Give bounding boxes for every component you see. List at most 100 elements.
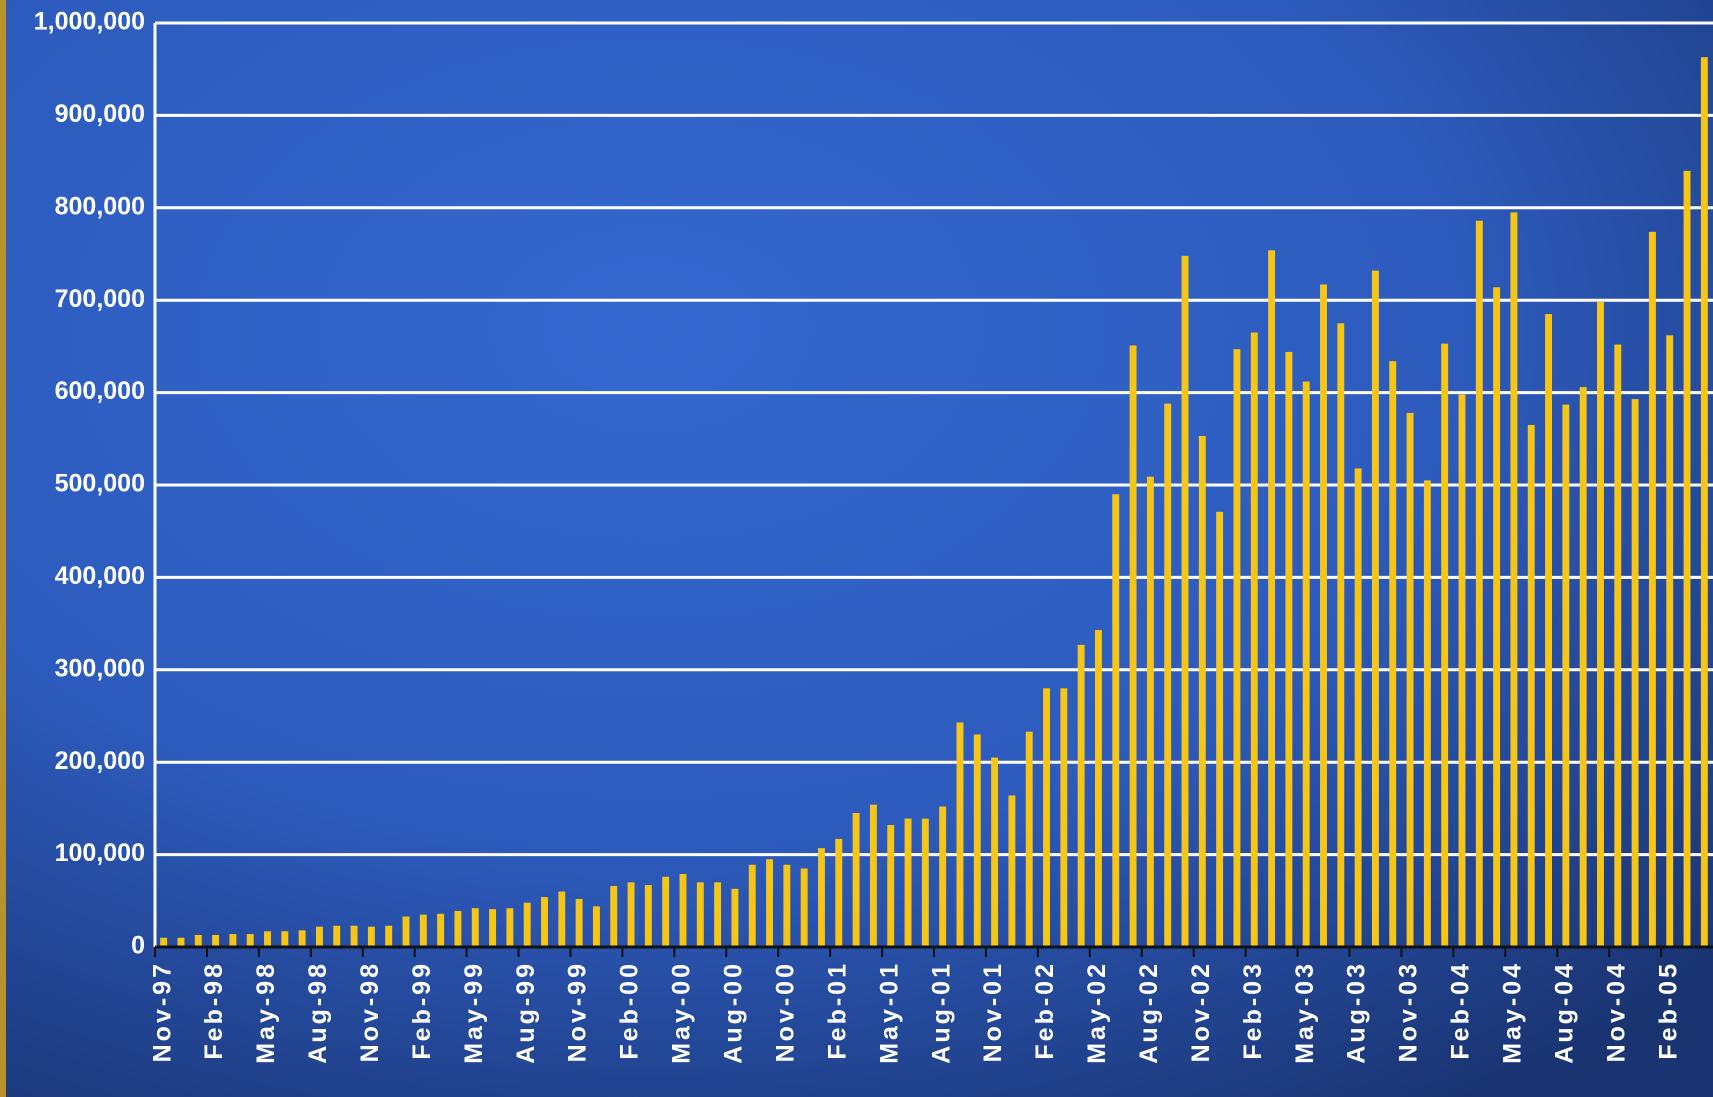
y-tick-label: 600,000 <box>55 377 145 405</box>
bar <box>298 930 306 947</box>
x-tick-label: May-04 <box>1499 961 1527 1064</box>
bar <box>783 864 791 947</box>
bar <box>627 882 635 947</box>
bar <box>662 876 670 947</box>
bar <box>1441 343 1449 947</box>
x-tick-label: May-00 <box>668 961 696 1064</box>
bar <box>1077 644 1085 947</box>
bar <box>921 818 929 947</box>
x-tick-label: Aug-98 <box>304 961 332 1064</box>
bar <box>714 882 722 947</box>
bar <box>177 937 185 947</box>
bar <box>1146 476 1154 947</box>
bar <box>852 813 860 947</box>
bar <box>956 722 964 947</box>
bar <box>523 902 531 947</box>
bar <box>800 868 808 947</box>
bar <box>1268 250 1276 947</box>
bar <box>766 859 774 947</box>
left-border <box>0 0 6 1097</box>
bar <box>1510 212 1518 948</box>
y-tick-label: 300,000 <box>55 654 145 682</box>
bar <box>1043 688 1050 947</box>
y-tick-label: 700,000 <box>55 285 145 313</box>
bar <box>160 937 168 947</box>
bar <box>731 888 739 947</box>
bar <box>541 897 548 947</box>
y-tick-label: 100,000 <box>55 839 145 867</box>
bar <box>679 874 687 947</box>
x-tick-label: Nov-99 <box>564 961 592 1062</box>
x-tick-label: Feb-98 <box>200 961 228 1060</box>
x-tick-label: Aug-99 <box>512 961 540 1064</box>
y-tick-label: 500,000 <box>55 470 145 498</box>
x-tick-label: May-03 <box>1291 961 1319 1064</box>
bar <box>1371 270 1379 948</box>
bar <box>818 848 825 947</box>
bar <box>281 931 289 947</box>
bar <box>696 882 704 947</box>
bar <box>1545 314 1553 947</box>
bar <box>835 838 843 947</box>
bar <box>315 926 323 947</box>
bar <box>1250 332 1258 947</box>
bar <box>1233 349 1241 947</box>
x-tick-label: May-01 <box>875 961 903 1064</box>
bar <box>1423 480 1431 947</box>
x-tick-label: Nov-00 <box>771 961 799 1062</box>
bar <box>1164 403 1172 947</box>
x-tick-label: Aug-04 <box>1550 961 1578 1064</box>
bar <box>939 806 947 947</box>
bar <box>1648 231 1656 948</box>
bar <box>212 934 220 947</box>
bar <box>1700 57 1708 948</box>
bar <box>1562 404 1570 947</box>
x-tick-label: Feb-99 <box>408 961 436 1060</box>
bar <box>229 934 237 947</box>
x-tick-label: Feb-01 <box>823 961 851 1060</box>
x-tick-label: Aug-01 <box>927 961 955 1064</box>
bar <box>1025 731 1033 947</box>
bar <box>454 910 462 947</box>
bar <box>419 914 427 947</box>
x-tick-label: Feb-02 <box>1031 961 1059 1060</box>
bar <box>1683 170 1691 948</box>
x-tick-label: Nov-97 <box>148 961 176 1062</box>
bar <box>644 885 652 947</box>
y-tick-label: 400,000 <box>55 562 145 590</box>
bar <box>1666 335 1674 947</box>
bar <box>610 886 618 947</box>
bar <box>1320 284 1327 947</box>
y-tick-label: 1,000,000 <box>34 8 145 36</box>
x-tick-label: Nov-04 <box>1602 961 1630 1062</box>
bar <box>558 891 566 947</box>
bar <box>1198 436 1206 947</box>
bar <box>1112 494 1120 947</box>
bar <box>973 734 981 947</box>
bar <box>1493 287 1501 947</box>
bar <box>1060 688 1068 947</box>
x-tick-label: Nov-01 <box>979 961 1007 1062</box>
bar <box>489 909 497 947</box>
x-tick-label: Aug-03 <box>1343 961 1371 1064</box>
x-tick-label: Aug-00 <box>720 961 748 1064</box>
bar <box>592 906 600 947</box>
bar <box>1389 361 1397 948</box>
bar <box>1579 387 1587 947</box>
bar <box>1216 511 1224 947</box>
x-tick-label: Aug-02 <box>1135 961 1163 1064</box>
bar <box>1302 381 1310 948</box>
bar <box>471 908 479 947</box>
bar <box>1337 323 1345 947</box>
y-tick-label: 200,000 <box>55 747 145 775</box>
bar <box>887 825 895 947</box>
bar <box>1475 220 1483 948</box>
bar <box>904 818 912 947</box>
x-tick-label: May-02 <box>1083 961 1111 1064</box>
bar <box>991 757 999 947</box>
bar <box>748 864 756 947</box>
bar <box>1614 344 1622 947</box>
x-tick-label: May-99 <box>460 961 488 1064</box>
y-tick-label: 800,000 <box>55 192 145 220</box>
